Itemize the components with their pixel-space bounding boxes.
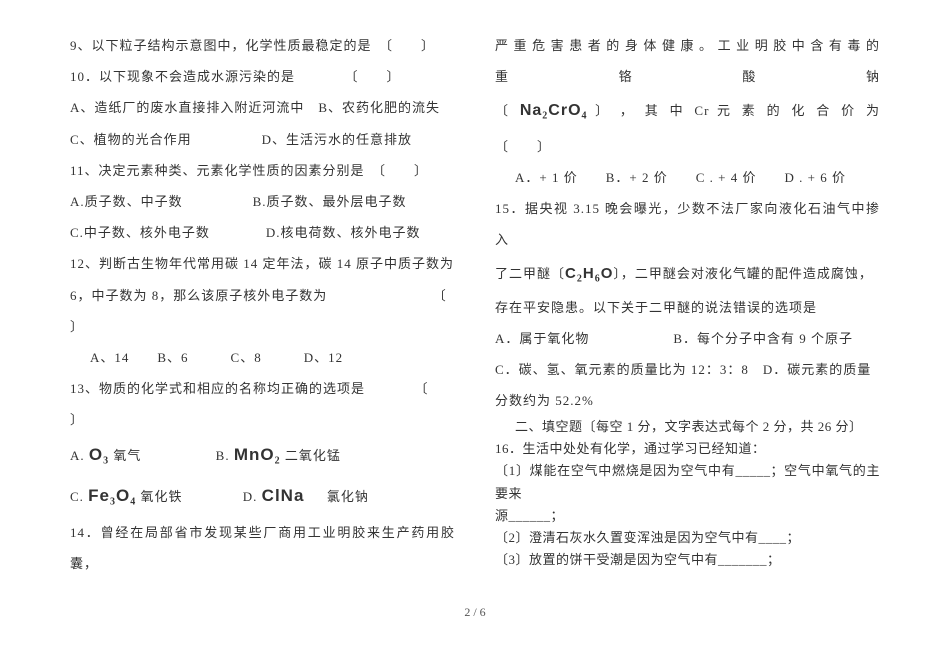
question-13-options-ab: A. O3 氧气 B. MnO2 二氧化锰 bbox=[70, 435, 455, 476]
q13-d-label: D. bbox=[243, 489, 258, 504]
q13-b-label: B. bbox=[216, 448, 230, 463]
part2-header: 二、填空题〔每空 1 分，文字表达式每个 2 分，共 26 分〕 bbox=[495, 416, 880, 438]
q13-a-name: 氧气 bbox=[113, 448, 141, 463]
page-content: 9、以下粒子结构示意图中，化学性质最稳定的是 〔 〕 10．以下现象不会造成水源… bbox=[0, 0, 950, 600]
question-15-options3: 分数约为 52.2% bbox=[495, 385, 880, 416]
question-13: 13、物质的化学式和相应的名称均正确的选项是 〔 bbox=[70, 373, 455, 404]
q13-c-name: 氧化铁 bbox=[141, 489, 183, 504]
question-14-bracket: 〔 〕 bbox=[495, 131, 880, 162]
question-16-3: 〔3〕放置的饼干受潮是因为空气中有_______； bbox=[495, 549, 880, 571]
q13-b-formula: MnO bbox=[234, 445, 275, 464]
question-15-line2: 了二甲醚〔C2H6O〕，二甲醚会对液化气罐的配件造成腐蚀， bbox=[495, 256, 880, 292]
question-13-bracket: 〕 bbox=[70, 404, 455, 435]
q15-text1: 了二甲醚〔 bbox=[495, 266, 565, 281]
q13-a-sub: 3 bbox=[103, 456, 109, 467]
question-10-option-a: A、造纸厂的废水直接排入附近河流中 B、农药化肥的流失 bbox=[70, 92, 455, 123]
page-number: 2 / 6 bbox=[0, 605, 950, 620]
q15-f1: C bbox=[565, 265, 577, 282]
q14-formula2: CrO bbox=[548, 102, 581, 119]
question-11-option-a: A.质子数、中子数 B.质子数、最外层电子数 bbox=[70, 186, 455, 217]
question-11: 11、决定元素种类、元素化学性质的因素分别是 〔 〕 bbox=[70, 155, 455, 186]
question-12-line2: 6，中子数为 8，那么该原子核外电子数为 〔 bbox=[70, 280, 455, 311]
question-10-option-c: C、植物的光合作用 D、生活污水的任意排放 bbox=[70, 124, 455, 155]
question-10: 10．以下现象不会造成水源污染的是 〔 〕 bbox=[70, 61, 455, 92]
q14-bracket-open: 〔 bbox=[495, 103, 512, 118]
question-12-bracket: 〕 bbox=[70, 311, 455, 342]
q13-a-label: A. bbox=[70, 448, 85, 463]
question-15: 15．据央视 3.15 晚会曝光，少数不法厂家向液化石油气中掺入 bbox=[495, 193, 880, 255]
q15-f2: H bbox=[583, 265, 595, 282]
q13-c-formula2: O bbox=[116, 486, 130, 505]
q15-f3: O bbox=[601, 265, 614, 282]
question-15-line3: 存在平安隐患。以下关于二甲醚的说法错误的选项是 bbox=[495, 292, 880, 323]
question-16-1: 〔1〕煤能在空气中燃烧是因为空气中有_____；空气中氧气的主要来 bbox=[495, 460, 880, 504]
question-16-2: 〔2〕澄清石灰水久置变浑浊是因为空气中有____； bbox=[495, 527, 880, 549]
q14-sub2: 4 bbox=[582, 111, 588, 122]
question-16: 16．生活中处处有化学，通过学习已经知道： bbox=[495, 438, 880, 460]
q13-a-formula: O bbox=[89, 445, 103, 464]
question-12-options: A、14 B、6 C、8 D、12 bbox=[70, 342, 455, 373]
question-14-options: A．+ 1 价 B．+ 2 价 C . + 4 价 D . + 6 价 bbox=[495, 162, 880, 193]
q13-b-sub: 2 bbox=[275, 456, 281, 467]
question-15-options2: C．碳、氢、氧元素的质量比为 12：3：8 D．碳元素的质量 bbox=[495, 354, 880, 385]
question-14-line2: 严 重 危 害 患 者 的 身 体 健 康 。 工 业 明 胶 中 含 有 毒 … bbox=[495, 30, 880, 92]
question-11-option-c: C.中子数、核外电子数 D.核电荷数、核外电子数 bbox=[70, 217, 455, 248]
question-16-1b: 源______； bbox=[495, 505, 880, 527]
question-13-options-cd: C. Fe3O4 氧化铁 D. ClNa 氯化钠 bbox=[70, 476, 455, 517]
q15-text2: 〕，二甲醚会对液化气罐的配件造成腐蚀， bbox=[613, 266, 873, 281]
q14-formula1: Na bbox=[520, 102, 542, 119]
question-9: 9、以下粒子结构示意图中，化学性质最稳定的是 〔 〕 bbox=[70, 30, 455, 61]
q13-d-name: 氯化钠 bbox=[309, 489, 369, 504]
q13-d-formula: ClNa bbox=[262, 486, 305, 505]
question-12: 12、判断古生物年代常用碳 14 定年法，碳 14 原子中质子数为 bbox=[70, 248, 455, 279]
question-15-options1: A．属于氧化物 B．每个分子中含有 9 个原子 bbox=[495, 323, 880, 354]
q14-rest: 〕 ， 其 中 Cr 元 素 的 化 合 价 为 bbox=[595, 103, 880, 118]
question-14-line3: 〔 Na2CrO4 〕 ， 其 中 Cr 元 素 的 化 合 价 为 bbox=[495, 92, 880, 130]
q13-c-label: C. bbox=[70, 489, 84, 504]
question-14: 14．曾经在局部省市发现某些厂商用工业明胶来生产药用胶囊， bbox=[70, 517, 455, 579]
q13-c-sub2: 4 bbox=[130, 497, 136, 508]
q13-b-name: 二氧化锰 bbox=[285, 448, 341, 463]
q13-c-formula: Fe bbox=[88, 486, 110, 505]
